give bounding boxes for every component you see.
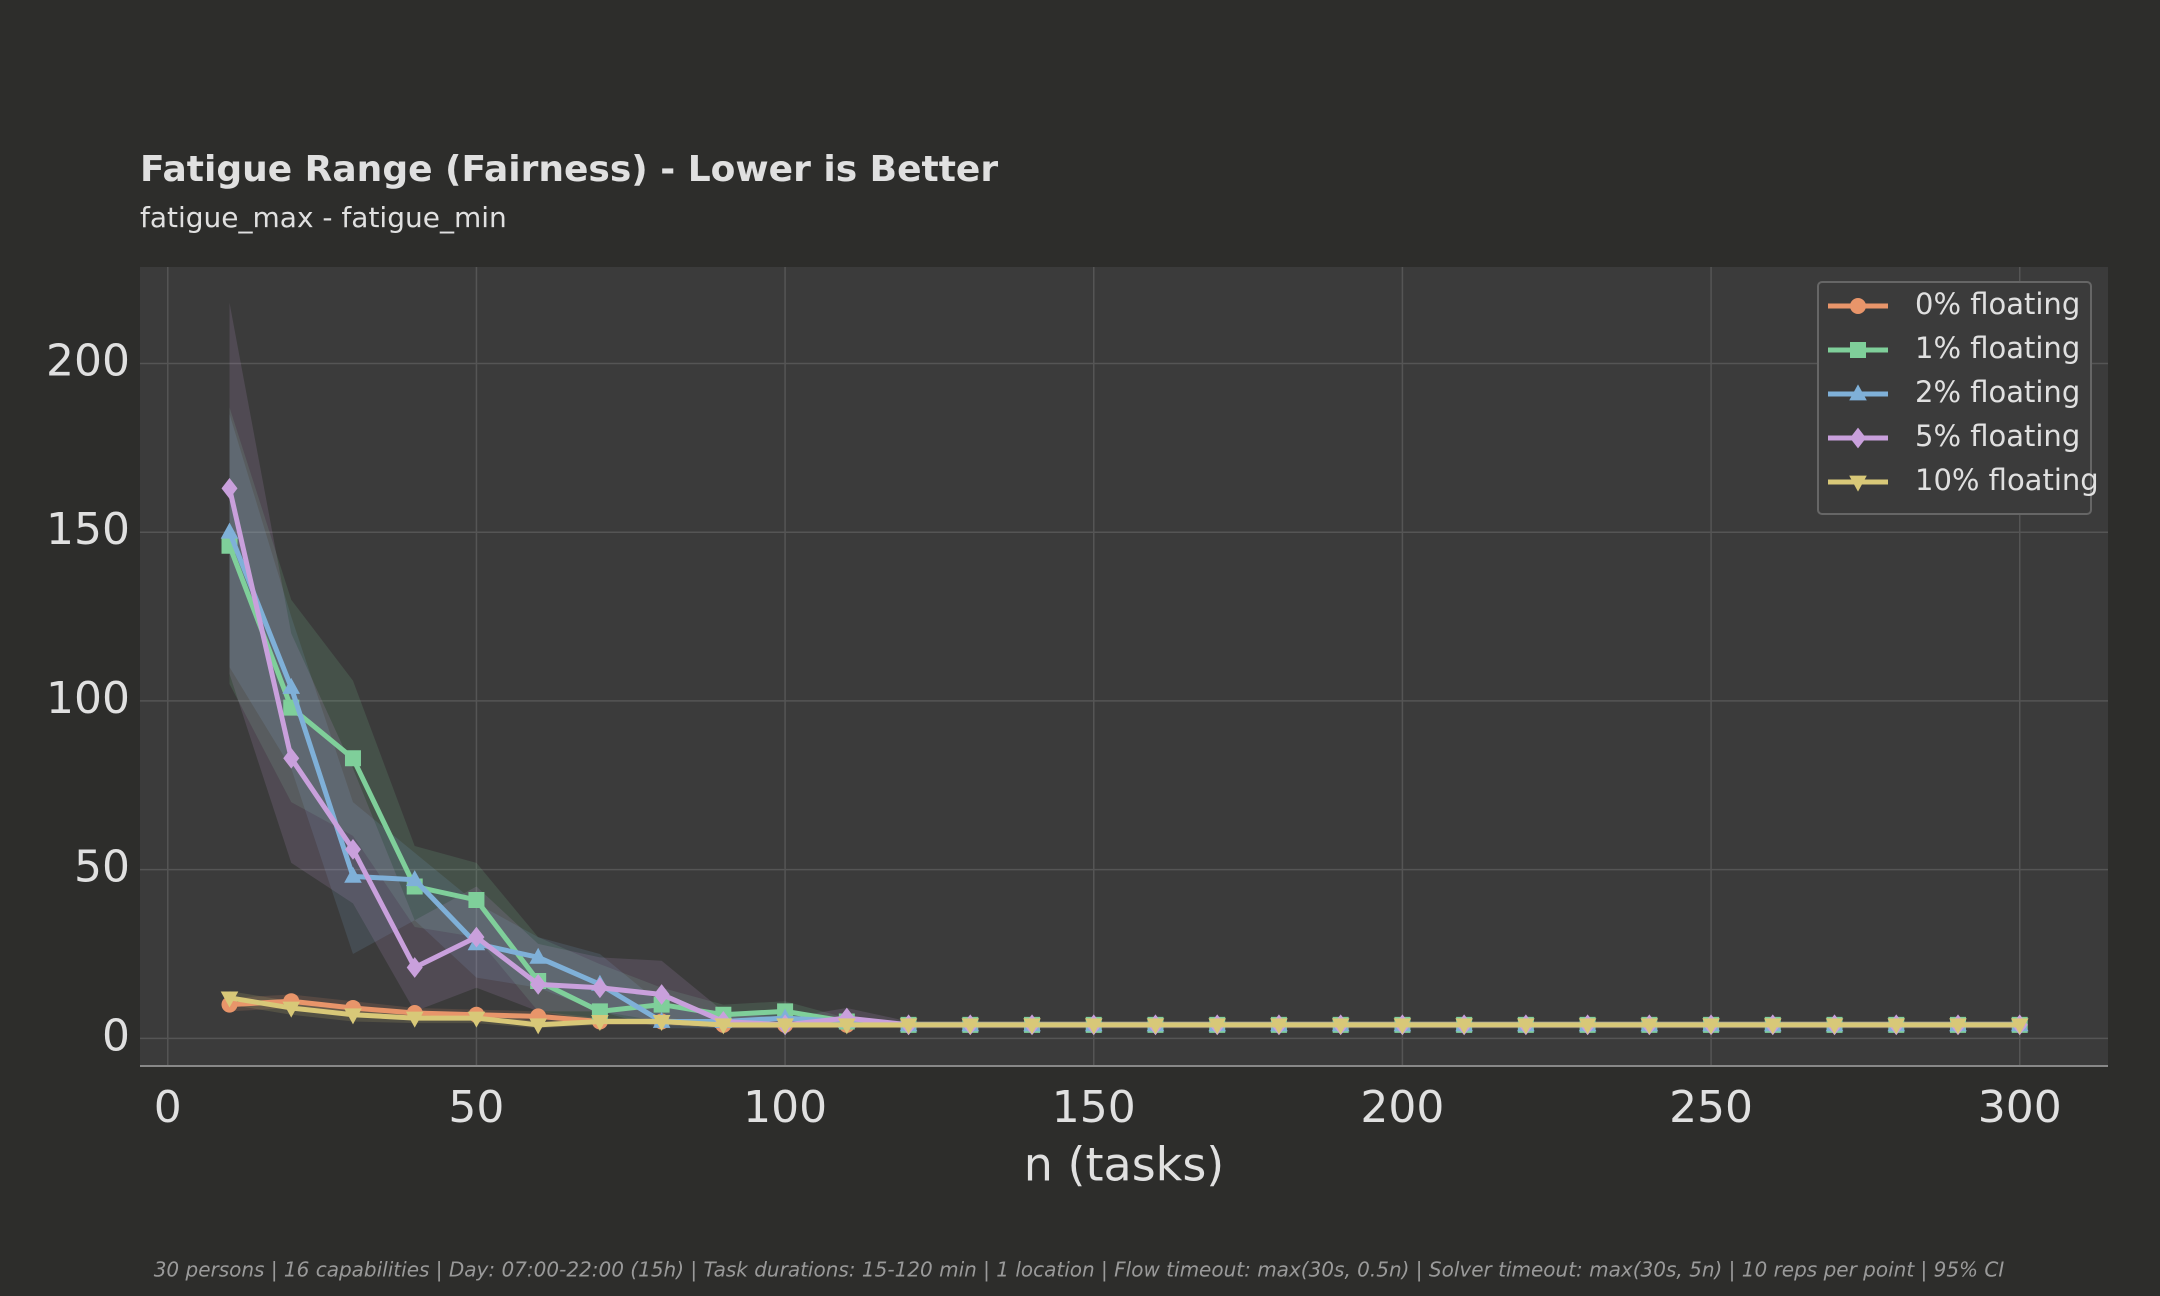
marker bbox=[1640, 1018, 1659, 1035]
x-tick-label: 300 bbox=[1978, 1082, 2062, 1133]
legend-entry: 10% floating bbox=[1828, 463, 2099, 497]
marker bbox=[652, 1015, 671, 1032]
marker bbox=[1393, 1018, 1412, 1035]
marker bbox=[405, 1011, 424, 1028]
marker bbox=[1455, 1018, 1473, 1035]
marker bbox=[1763, 1018, 1782, 1035]
marker bbox=[838, 1007, 855, 1029]
marker bbox=[1850, 298, 1866, 314]
marker bbox=[220, 522, 239, 539]
marker bbox=[1208, 1018, 1227, 1035]
marker bbox=[1270, 1018, 1288, 1035]
x-tick-label: 0 bbox=[154, 1082, 182, 1133]
marker bbox=[405, 870, 424, 887]
marker bbox=[1578, 1018, 1597, 1035]
marker bbox=[653, 984, 670, 1005]
marker bbox=[1023, 1018, 1041, 1035]
y-tick-label: 200 bbox=[46, 336, 130, 387]
marker bbox=[406, 957, 423, 978]
marker bbox=[344, 1008, 362, 1025]
marker bbox=[468, 926, 485, 948]
chart-subtitle: fatigue_max - fatigue_min bbox=[140, 201, 507, 234]
marker bbox=[1825, 1018, 1844, 1035]
series-line bbox=[229, 995, 2020, 1028]
x-tick-label: 100 bbox=[743, 1082, 827, 1133]
marker bbox=[1850, 427, 1866, 449]
marker bbox=[1331, 1018, 1350, 1035]
marker bbox=[899, 1018, 918, 1035]
y-tick-label: 0 bbox=[102, 1010, 130, 1061]
marker bbox=[1084, 1018, 1103, 1035]
y-tick-label: 50 bbox=[74, 842, 130, 893]
footnote: 30 persons | 16 capabilities | Day: 07:0… bbox=[154, 1258, 2005, 1282]
legend-entry: 1% floating bbox=[1828, 331, 2080, 365]
marker bbox=[591, 1015, 609, 1032]
legend-label: 10% floating bbox=[1915, 463, 2099, 497]
marker bbox=[344, 838, 361, 860]
marker bbox=[467, 1011, 486, 1028]
x-tick-label: 50 bbox=[448, 1082, 504, 1133]
y-tick-label: 150 bbox=[46, 504, 130, 555]
marker bbox=[1849, 475, 1867, 492]
legend-label: 5% floating bbox=[1915, 419, 2080, 453]
x-tick-label: 250 bbox=[1669, 1082, 1753, 1133]
marker bbox=[1146, 1018, 1165, 1035]
marker bbox=[1887, 1018, 1906, 1035]
marker bbox=[344, 750, 361, 767]
legend-box bbox=[1817, 281, 2092, 515]
marker bbox=[714, 1018, 733, 1035]
marker bbox=[776, 1018, 794, 1035]
chart-title: Fatigue Range (Fairness) - Lower is Bett… bbox=[140, 149, 998, 190]
marker bbox=[838, 1018, 856, 1035]
marker bbox=[282, 677, 301, 694]
x-axis-label: n (tasks) bbox=[1024, 1138, 1224, 1192]
marker bbox=[529, 1018, 547, 1035]
x-tick-label: 150 bbox=[1052, 1082, 1136, 1133]
marker bbox=[344, 866, 362, 883]
legend-entry: 0% floating bbox=[1828, 287, 2080, 321]
legend-label: 2% floating bbox=[1915, 375, 2080, 409]
marker bbox=[282, 1001, 301, 1018]
marker bbox=[1849, 384, 1867, 401]
ci-band bbox=[229, 991, 2020, 1029]
legend-label: 0% floating bbox=[1915, 287, 2080, 321]
marker bbox=[1702, 1018, 1720, 1035]
marker bbox=[961, 1018, 980, 1035]
y-tick-label: 100 bbox=[46, 673, 130, 724]
marker bbox=[1949, 1018, 1967, 1035]
marker bbox=[468, 891, 485, 908]
x-tick-label: 200 bbox=[1360, 1082, 1444, 1133]
legend-label: 1% floating bbox=[1915, 331, 2080, 365]
marker bbox=[283, 747, 300, 769]
marker bbox=[591, 977, 608, 999]
marker bbox=[1850, 342, 1866, 358]
marker bbox=[529, 947, 547, 964]
marker bbox=[221, 477, 238, 499]
marker bbox=[220, 991, 239, 1008]
marker bbox=[1517, 1018, 1535, 1035]
marker bbox=[530, 973, 547, 995]
legend-entry: 5% floating bbox=[1828, 419, 2080, 453]
marker bbox=[2010, 1018, 2029, 1035]
legend-entry: 2% floating bbox=[1828, 375, 2080, 409]
